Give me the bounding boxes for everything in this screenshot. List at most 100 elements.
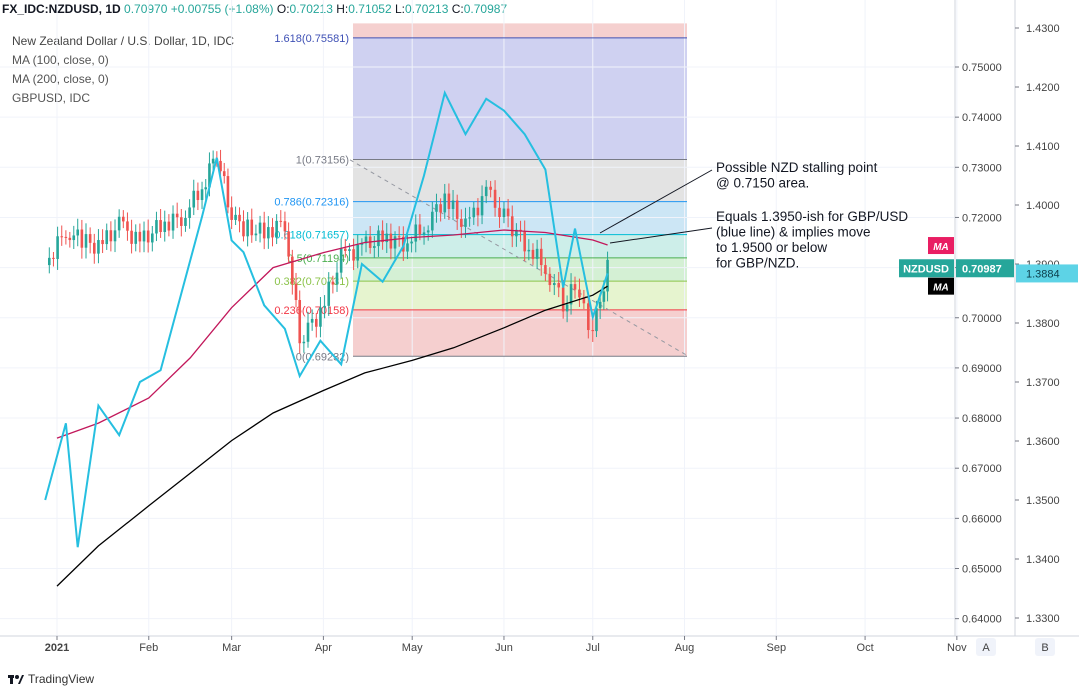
- candle-body: [171, 213, 175, 231]
- candle-body: [381, 230, 384, 243]
- candle-body: [291, 256, 294, 284]
- fib-label-3: 0.618(0.71657): [274, 230, 349, 242]
- candle-body: [435, 204, 438, 212]
- annotation-arrow-1[interactable]: [599, 169, 713, 234]
- candle-body: [92, 242, 96, 254]
- candle-body: [472, 207, 476, 218]
- candle-body: [578, 289, 581, 298]
- candle-body: [254, 233, 258, 236]
- scale-button-a[interactable]: [976, 638, 996, 656]
- candle-body: [234, 214, 237, 220]
- y-left-tick-label: 0.70000: [962, 313, 1002, 325]
- candle-body: [531, 249, 535, 259]
- candle-body: [582, 297, 586, 304]
- x-tick-label: Jul: [586, 642, 600, 654]
- candle-body: [535, 248, 539, 259]
- candle-body: [88, 234, 92, 243]
- candle-body: [598, 301, 602, 309]
- fib-zone-3: [353, 234, 687, 258]
- annotations: Possible NZD stalling point@ 0.7150 area…: [599, 160, 908, 271]
- candle-body: [68, 237, 72, 241]
- annotation-2-line[interactable]: (blue line) & implies move: [716, 225, 871, 240]
- legend-compare[interactable]: GBPUSD, IDC: [12, 91, 91, 105]
- candle-body: [548, 273, 552, 286]
- scale-button-a-label[interactable]: A: [982, 642, 990, 654]
- footer: TradingView: [8, 672, 94, 686]
- nzdusd-tag-text: NZDUSD: [903, 263, 949, 275]
- candle-body: [493, 189, 497, 208]
- y-left-tick-label: 0.73000: [962, 162, 1002, 174]
- y-right-tick-label: 1.3400: [1026, 554, 1060, 566]
- candle-body: [314, 318, 318, 327]
- candle-body: [230, 207, 233, 220]
- candle-body: [544, 265, 547, 274]
- candle-body: [242, 221, 245, 237]
- nzdusd-price-label[interactable]: NZDUSD 0.70987: [899, 259, 1014, 278]
- gbpusd-line[interactable]: [44, 90, 609, 548]
- candle-body: [64, 236, 68, 238]
- annotation-2-line[interactable]: to 1.9500 or below: [716, 240, 827, 255]
- legend-ma200[interactable]: MA (200, close, 0): [12, 72, 109, 86]
- y-left-tick-label: 0.65000: [962, 564, 1002, 576]
- annotation-1-line[interactable]: @ 0.7150 area.: [716, 176, 809, 191]
- legend-ma100[interactable]: MA (100, close, 0): [12, 53, 109, 67]
- candle-body: [327, 281, 331, 306]
- candle-body: [502, 208, 506, 218]
- x-tick-label: Oct: [857, 642, 874, 654]
- candle-body: [200, 189, 204, 201]
- candle-body: [109, 230, 113, 242]
- candle-body: [175, 213, 179, 218]
- candle-body: [267, 227, 270, 239]
- annotation-1-line[interactable]: Possible NZD stalling point: [716, 160, 878, 175]
- annotation-2-line[interactable]: for GBP/NZD.: [716, 256, 799, 271]
- annotation-2-line[interactable]: Equals 1.3950-ish for GBP/USD: [716, 209, 908, 224]
- ma100-tag-bg[interactable]: [928, 237, 954, 255]
- fib-zone-6: [353, 309, 687, 357]
- candle-body: [246, 219, 249, 237]
- open-label: O:: [276, 2, 290, 16]
- candle-body: [439, 204, 442, 213]
- fib-levels: [353, 37, 687, 357]
- scale-button-b[interactable]: [1035, 638, 1055, 656]
- candle-body: [506, 208, 510, 217]
- ma100-line[interactable]: [56, 229, 608, 439]
- ma200-tag-bg[interactable]: [928, 277, 954, 295]
- candle-body: [250, 219, 254, 236]
- candle-body: [105, 230, 109, 245]
- fib-label-4: 0.5(0.71194): [287, 253, 349, 265]
- candle-body: [523, 231, 526, 252]
- legend-main-series[interactable]: New Zealand Dollar / U.S. Dollar, 1D, ID…: [12, 34, 235, 48]
- tradingview-brand[interactable]: TradingView: [28, 672, 95, 686]
- candle-body: [283, 221, 287, 232]
- candle-body: [422, 232, 426, 235]
- y-right-tick-label: 1.3500: [1026, 495, 1060, 507]
- candle-body: [188, 207, 191, 218]
- candle-body: [393, 236, 397, 249]
- candle-body: [455, 200, 459, 219]
- dashed-trendline[interactable]: [349, 159, 688, 356]
- y-left-tick-label: 0.68000: [962, 413, 1002, 425]
- candle-body: [196, 190, 200, 201]
- y-right-tick-label: 1.4100: [1026, 141, 1060, 153]
- x-tick-label: Sep: [766, 642, 786, 654]
- candle-body: [271, 227, 274, 238]
- last-price: 0.70970: [124, 2, 168, 16]
- annotation-arrow-2[interactable]: [609, 227, 713, 244]
- candle-body: [60, 236, 64, 238]
- candle-body: [414, 224, 418, 242]
- x-tick-label: 2021: [45, 642, 69, 654]
- ma200-line[interactable]: [56, 285, 608, 587]
- x-tick-label: May: [402, 642, 423, 654]
- high-value: 0.71052: [348, 2, 392, 16]
- x-tick-label: Jun: [495, 642, 513, 654]
- gbpusd-value-bg[interactable]: [1016, 264, 1078, 283]
- scale-button-b-label[interactable]: B: [1041, 642, 1048, 654]
- candle-body: [275, 220, 278, 238]
- candle-body: [279, 220, 283, 222]
- indicator-legend: New Zealand Dollar / U.S. Dollar, 1D, ID…: [12, 32, 234, 108]
- candle-body: [159, 220, 162, 233]
- y-left-tick-label: 0.64000: [962, 614, 1002, 626]
- y-right-tick-label: 1.3300: [1026, 613, 1060, 625]
- chart-header: FX_IDC:NZDUSD, 1D 0.70970 +0.00755 (+1.0…: [2, 2, 507, 16]
